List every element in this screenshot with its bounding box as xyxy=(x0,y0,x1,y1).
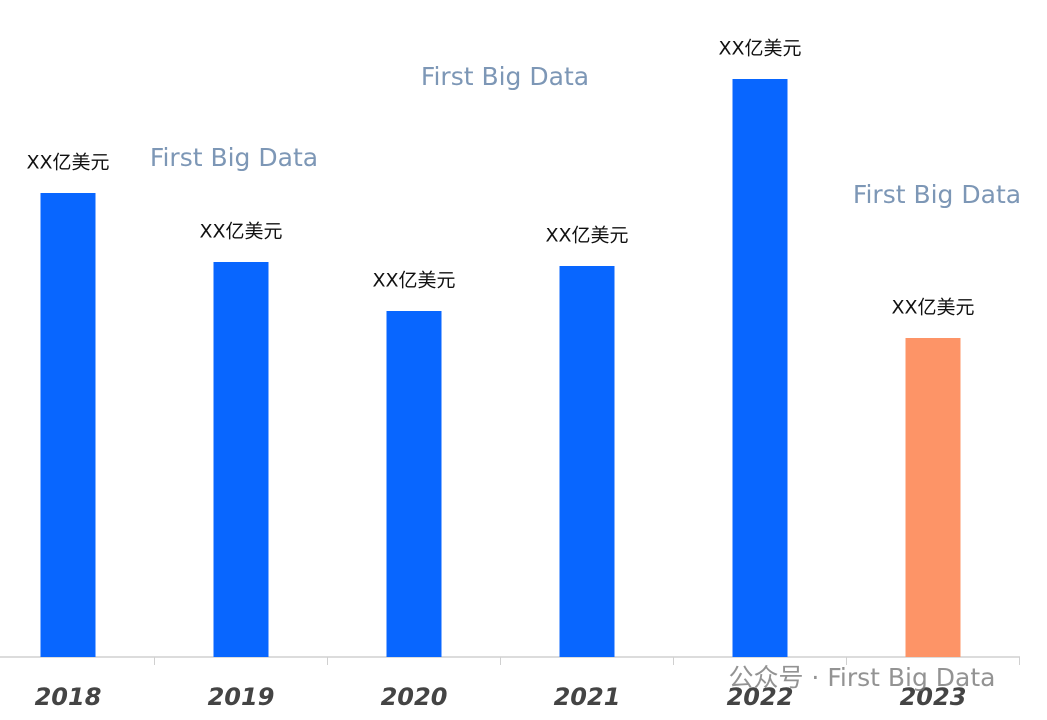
bar-label: XX亿美元 xyxy=(891,297,974,319)
x-tick-label: 2022 xyxy=(727,683,794,711)
bar xyxy=(40,193,96,657)
bar-label: XX亿美元 xyxy=(718,38,801,60)
x-tick-label: 2018 xyxy=(35,683,102,711)
x-tick-label: 2019 xyxy=(208,683,275,711)
bar-label: XX亿美元 xyxy=(26,152,109,174)
bar-label: XX亿美元 xyxy=(545,225,628,247)
annotation: First Big Data xyxy=(421,62,589,91)
x-tick-label: 2021 xyxy=(554,683,621,711)
bar-label: XX亿美元 xyxy=(372,270,455,292)
bar-label: XX亿美元 xyxy=(199,221,282,243)
x-tick-label: 2023 xyxy=(900,683,967,711)
bar xyxy=(732,79,788,657)
bar xyxy=(905,338,961,657)
bar xyxy=(386,311,442,657)
annotation: 公众号 · First Big Data xyxy=(728,663,995,692)
bar xyxy=(213,262,269,657)
bar xyxy=(559,266,615,657)
annotation: First Big Data xyxy=(150,143,318,172)
x-tick-label: 2020 xyxy=(381,683,448,711)
annotation: First Big Data xyxy=(853,180,1021,209)
